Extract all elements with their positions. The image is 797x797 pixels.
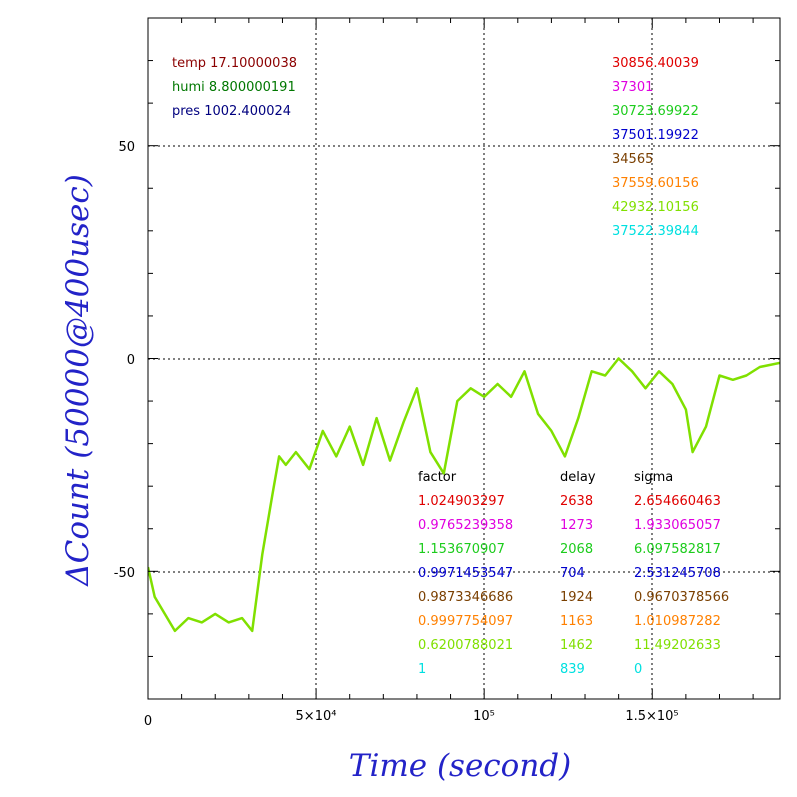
series-value-8: 37522.39844 (612, 224, 699, 239)
table-cell-delay-2: 1273 (560, 518, 593, 533)
table-cell-sigma-2: 1.933065057 (634, 518, 721, 533)
table-cell-sigma-3: 6.097582817 (634, 542, 721, 557)
series-value-3: 30723.69922 (612, 104, 699, 119)
table-cell-delay-1: 2638 (560, 494, 593, 509)
plot-frame (147, 17, 781, 700)
table-cell-delay-8: 839 (560, 662, 585, 677)
table-cell-factor-1: 1.024903297 (418, 494, 505, 509)
series-value-4: 37501.19922 (612, 128, 699, 143)
table-cell-delay-3: 2068 (560, 542, 593, 557)
series-value-2: 37301 (612, 80, 653, 95)
series-value-6: 37559.60156 (612, 176, 699, 191)
table-cell-factor-3: 1.153670907 (418, 542, 505, 557)
x-axis-title: Time (second) (349, 748, 571, 784)
series-value-1: 30856.40039 (612, 56, 699, 71)
table-cell-delay-5: 1924 (560, 590, 593, 605)
table-cell-sigma-1: 2.654660463 (634, 494, 721, 509)
y-axis-title: ΔCount (50000@400usec) (60, 174, 96, 587)
table-header-factor: factor (418, 470, 457, 485)
env-label-pres: pres 1002.400024 (172, 104, 291, 119)
x-tick-label-0: 0 (144, 714, 152, 729)
table-cell-factor-8: 1 (418, 662, 426, 677)
table-cell-factor-6: 0.9997754097 (418, 614, 513, 629)
table-cell-sigma-6: 1.010987282 (634, 614, 721, 629)
table-cell-delay-6: 1163 (560, 614, 593, 629)
y-tick-label-50: 50 (118, 140, 135, 155)
table-cell-sigma-5: 0.9670378566 (634, 590, 729, 605)
y-tick-label-minus50: -50 (114, 566, 135, 581)
table-cell-factor-4: 0.9971453547 (418, 566, 513, 581)
y-tick-label-0: 0 (127, 353, 135, 368)
series-value-5: 34565 (612, 152, 653, 167)
grid (148, 18, 780, 699)
series-group (148, 357, 780, 633)
env-label-temp: temp 17.10000038 (172, 56, 297, 71)
series-value-7: 42932.10156 (612, 200, 699, 215)
table-cell-sigma-4: 2.531245708 (634, 566, 721, 581)
env-label-humi: humi 8.800000191 (172, 80, 296, 95)
table-cell-sigma-8: 0 (634, 662, 642, 677)
table-cell-delay-7: 1462 (560, 638, 593, 653)
table-cell-factor-7: 0.6200788021 (418, 638, 513, 653)
table-header-sigma: sigma (634, 470, 673, 485)
table-cell-factor-5: 0.9873346686 (418, 590, 513, 605)
table-cell-delay-4: 704 (560, 566, 585, 581)
table-cell-factor-2: 0.9765239358 (418, 518, 513, 533)
x-tick-label-150000: 1.5×10⁵ (625, 709, 678, 724)
series-line-1 (148, 357, 780, 633)
x-tick-label-100000: 10⁵ (473, 709, 495, 724)
x-tick-label-50000: 5×10⁴ (296, 709, 337, 724)
table-header-delay: delay (560, 470, 596, 485)
table-cell-sigma-7: 11.49202633 (634, 638, 721, 653)
